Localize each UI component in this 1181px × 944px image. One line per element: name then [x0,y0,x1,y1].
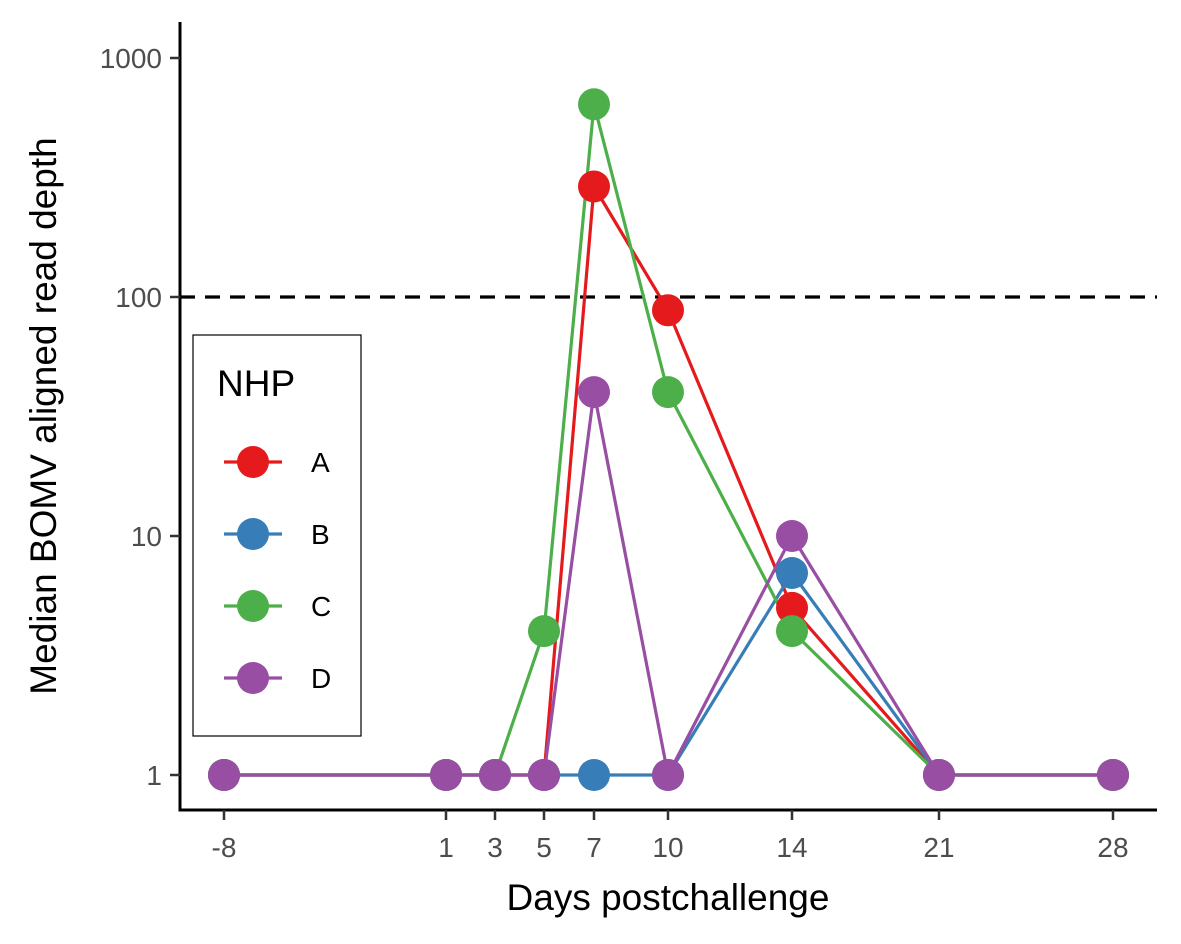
data-point-c-day-5 [528,615,560,648]
data-point-b-day-7 [578,759,610,791]
y-tick-label-100: 100 [115,282,162,313]
y-axis-title: Median BOMV aligned read depth [23,137,64,694]
x-tick-label-21: 21 [923,832,954,863]
data-point-d-day-14 [776,520,808,552]
legend-marker-c [237,590,269,622]
legend-marker-a [237,446,269,478]
x-tick-label-3: 3 [487,832,503,863]
legend: NHP A B C D [192,334,362,737]
data-point-d-day-10 [652,759,684,791]
x-tick-label-10: 10 [652,832,683,863]
data-point-d-day-28 [1097,759,1129,791]
x-tick-label--8: -8 [212,832,237,863]
data-point-c-day-14 [776,615,808,648]
axes: 1 10 100 1000 -8 1 3 5 7 10 14 21 28 [100,22,1157,863]
x-axis-title: Days postchallenge [507,877,830,918]
legend-title: NHP [217,363,295,404]
x-tick-label-5: 5 [536,832,552,863]
legend-label-a: A [311,447,330,478]
legend-label-b: B [311,519,330,550]
x-tick-label-28: 28 [1097,832,1128,863]
data-point-c-day-7 [578,88,610,121]
legend-marker-d [237,662,269,694]
x-tick-label-14: 14 [776,832,807,863]
data-point-d-day-5 [528,759,560,791]
x-tick-label-1: 1 [438,832,454,863]
data-point-a-day-10 [652,294,684,327]
data-point-a-day-7 [578,170,610,203]
plot-area [180,88,1157,791]
data-point-d-day-7 [578,376,610,409]
data-point-d-day-1 [430,759,462,791]
data-point-d-day-3 [479,759,511,791]
data-point-d-day--8 [208,759,240,791]
data-point-b-day-14 [776,557,808,589]
y-tick-label-1: 1 [146,760,162,791]
y-tick-label-10: 10 [131,521,162,552]
y-tick-label-1000: 1000 [100,43,162,74]
legend-label-d: D [311,663,331,694]
data-point-a-day-14 [776,591,808,624]
legend-marker-b [237,518,269,550]
data-point-d-day-21 [923,759,955,791]
x-tick-label-7: 7 [586,832,602,863]
legend-label-c: C [311,591,331,622]
data-point-c-day-10 [652,376,684,409]
